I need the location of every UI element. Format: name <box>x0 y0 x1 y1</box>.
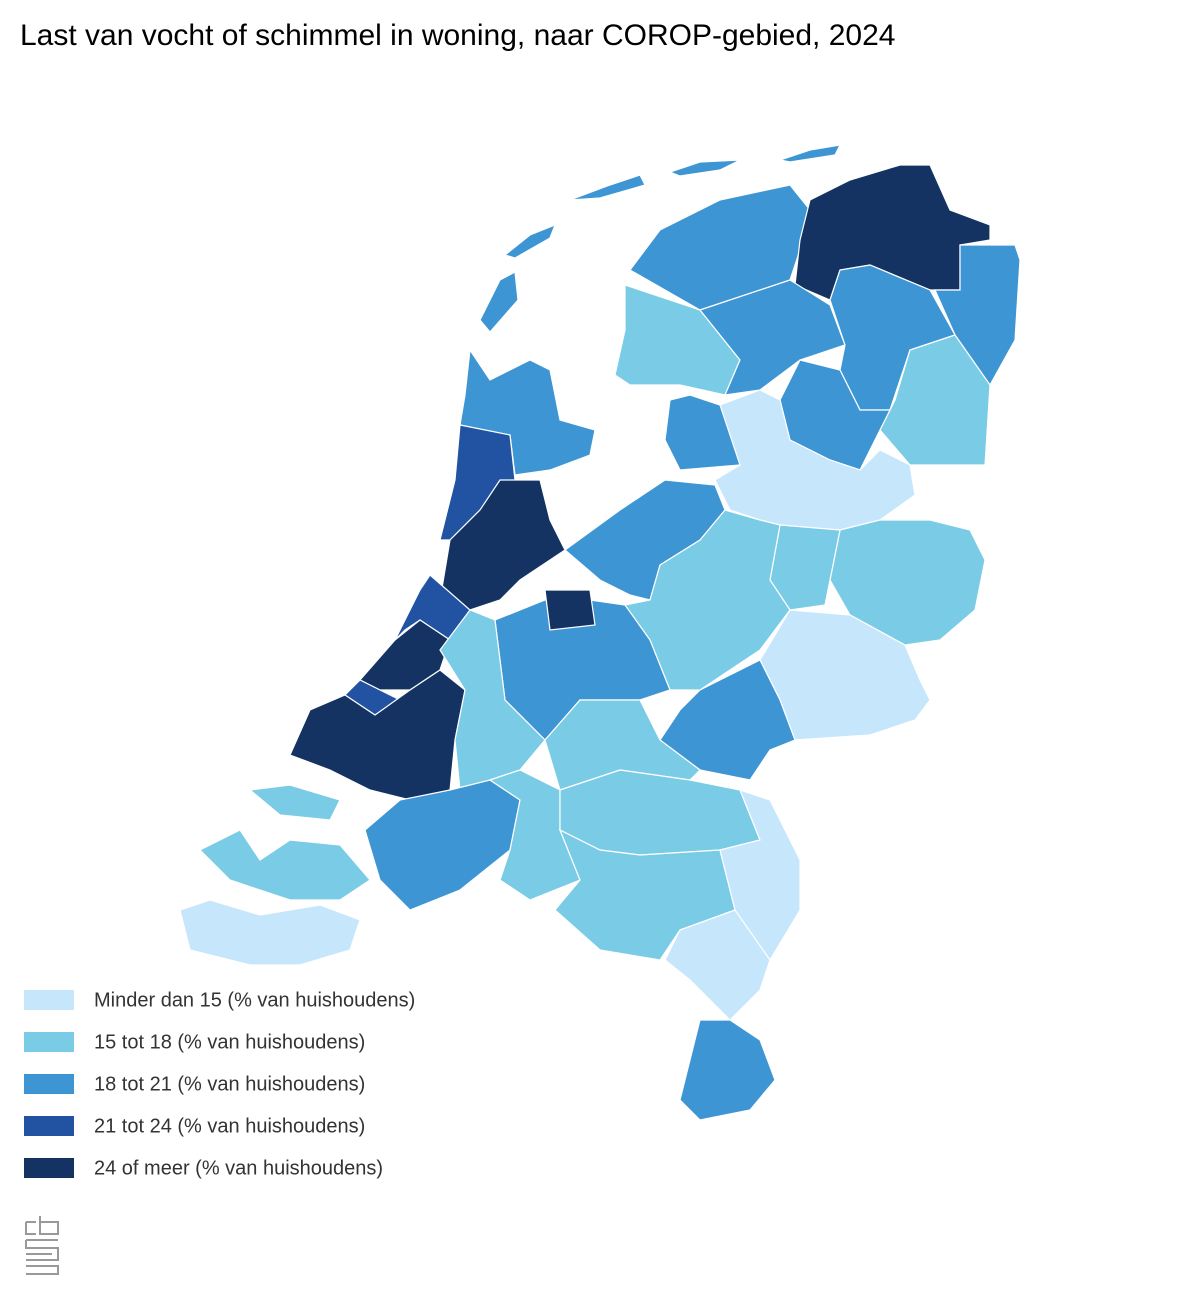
logo <box>25 1216 59 1275</box>
region <box>879 334 991 466</box>
region <box>503 223 557 259</box>
region <box>439 479 566 611</box>
legend-swatch <box>24 1032 74 1052</box>
legend-label: Minder dan 15 (% van huishoudens) <box>94 989 415 1011</box>
region <box>439 609 546 791</box>
legend: Minder dan 15 (% van huishoudens) 15 tot … <box>24 989 415 1179</box>
region <box>668 159 741 177</box>
legend-swatch <box>24 1158 74 1178</box>
legend-label: 24 of meer (% van huishoudens) <box>94 1157 383 1179</box>
map-regions <box>179 144 1021 1121</box>
region <box>248 784 341 821</box>
region <box>777 144 842 163</box>
legend-label: 15 tot 18 (% van huishoudens) <box>94 1031 365 1053</box>
legend-swatch <box>24 990 74 1010</box>
legend-label: 21 tot 24 (% van huishoudens) <box>94 1115 365 1137</box>
region <box>679 1019 776 1121</box>
legend-swatch <box>24 1116 74 1136</box>
region <box>664 909 771 1021</box>
region <box>559 769 761 856</box>
region <box>623 509 791 691</box>
region <box>198 829 371 901</box>
region <box>544 589 596 631</box>
region <box>659 659 796 781</box>
region <box>479 271 519 333</box>
region <box>488 769 581 901</box>
legend-swatch <box>24 1074 74 1094</box>
region <box>829 519 986 646</box>
region <box>714 389 916 531</box>
title: Last van vocht of schimmel in woning, na… <box>20 19 896 52</box>
region <box>179 899 361 966</box>
region <box>364 779 521 911</box>
region <box>569 174 646 201</box>
legend-label: 18 tot 21 (% van huishoudens) <box>94 1073 365 1095</box>
